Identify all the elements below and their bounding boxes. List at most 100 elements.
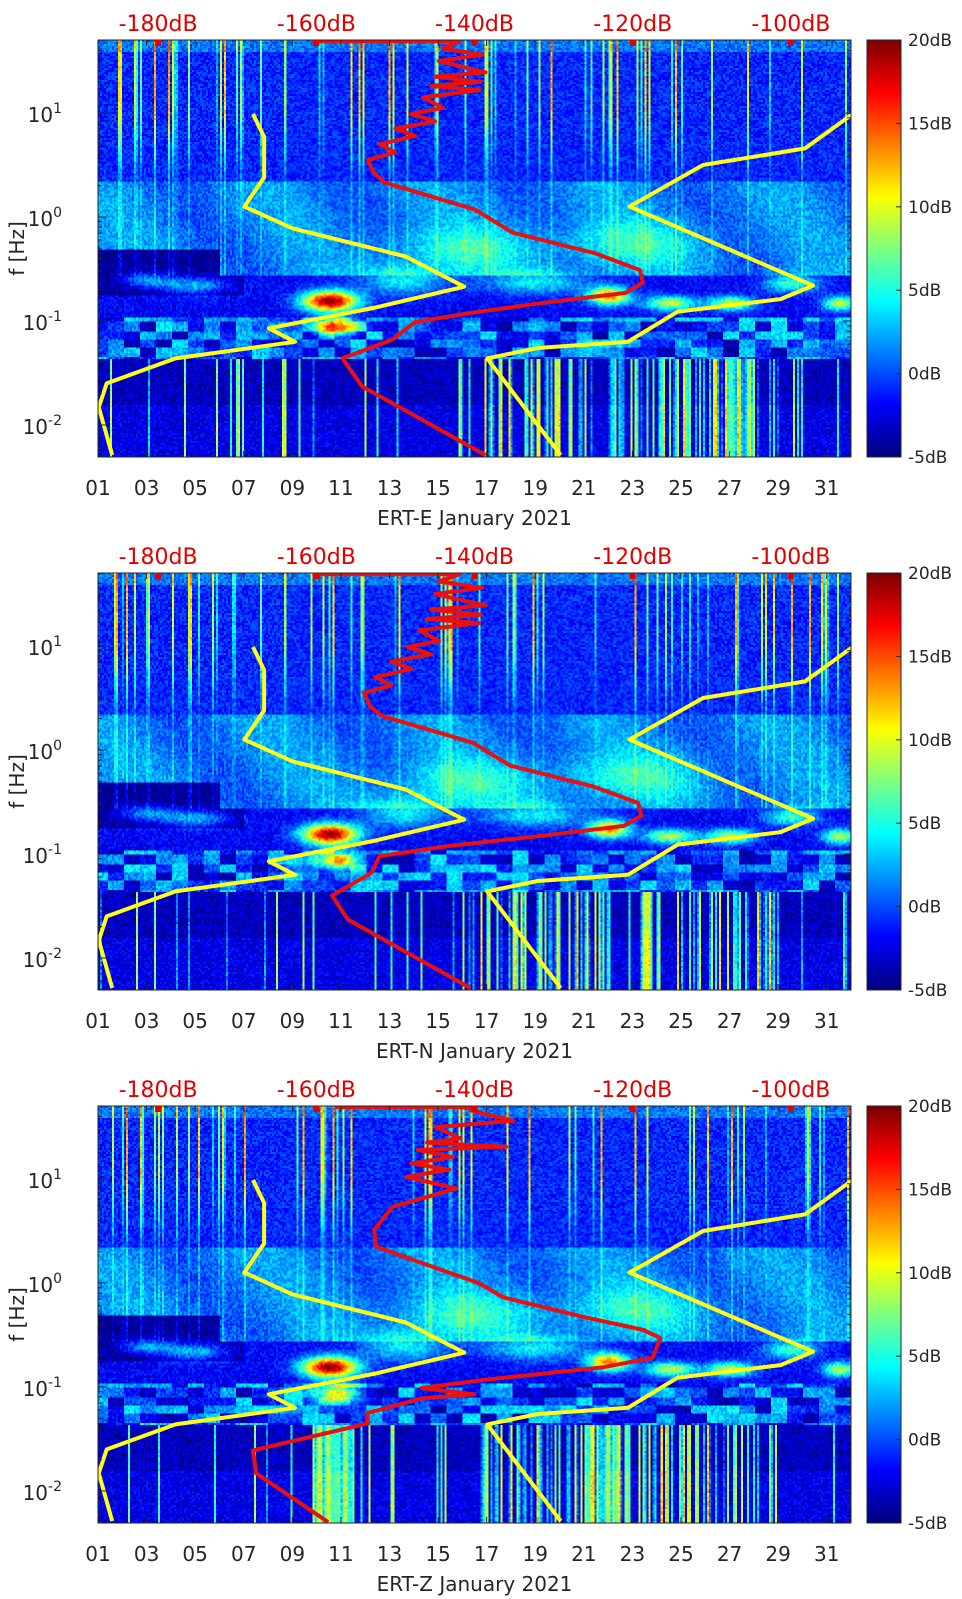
y-tick-exponent: 1 <box>53 101 62 117</box>
x-tick-label: 09 <box>280 1542 305 1566</box>
x-tick-label: 09 <box>280 476 305 500</box>
y-tick-label: 100 <box>28 1271 62 1297</box>
series-lines <box>98 40 851 457</box>
colorbar-tick-label: 15dB <box>908 1180 952 1200</box>
y-tick-exponent: -2 <box>48 413 62 429</box>
x-tick-label: 25 <box>668 1542 693 1566</box>
top-db-tick-label: -100dB <box>751 12 830 37</box>
x-tick-label: 11 <box>328 476 353 500</box>
colorbar-frame <box>866 39 902 458</box>
x-tick-label: 31 <box>814 1009 839 1033</box>
x-tick-label: 11 <box>328 1009 353 1033</box>
x-tick-label: 27 <box>717 476 742 500</box>
x-tick-label: 05 <box>182 1542 207 1566</box>
y-axis-label: f [Hz] <box>5 221 29 276</box>
db-marker <box>471 1106 478 1112</box>
y-axis-label: f [Hz] <box>5 754 29 809</box>
y-tick-base: 10 <box>28 103 53 127</box>
colorbar-tick-label: -5dB <box>908 981 947 1001</box>
colorbar-tick-label: 5dB <box>908 814 941 834</box>
x-tick-label: 15 <box>425 476 450 500</box>
y-tick-label: 10-2 <box>23 1479 62 1505</box>
y-tick-label: 101 <box>28 1167 62 1193</box>
y-tick-label: 10-2 <box>23 413 62 439</box>
top-db-tick-label: -120dB <box>593 12 672 37</box>
y-tick-base: 10 <box>23 1377 48 1401</box>
x-tick-label: 01 <box>85 1009 110 1033</box>
db-marker <box>471 573 478 579</box>
x-tick-label: 07 <box>231 1542 256 1566</box>
y-tick-label: 10-1 <box>23 309 62 335</box>
db-marker <box>787 40 794 46</box>
db-marker <box>787 573 794 579</box>
db-marker <box>313 40 320 46</box>
colorbar-frame <box>866 572 902 991</box>
colorbar-ert-n <box>867 573 901 990</box>
y-tick-exponent: 0 <box>53 1271 62 1287</box>
y-tick-label: 10-2 <box>23 946 62 972</box>
y-tick-exponent: 1 <box>53 634 62 650</box>
x-tick-label: 19 <box>522 1009 547 1033</box>
db-marker <box>313 1106 320 1112</box>
x-tick-label: 15 <box>425 1542 450 1566</box>
colorbar-tick-label: 0dB <box>908 898 941 918</box>
y-tick-base: 10 <box>28 740 53 764</box>
top-db-tick-label: -140dB <box>435 545 514 570</box>
x-tick-label: 05 <box>182 476 207 500</box>
top-db-tick-label: -180dB <box>119 545 198 570</box>
top-db-tick-label: -160dB <box>277 545 356 570</box>
colorbar-tick-label: 0dB <box>908 365 941 385</box>
x-tick-label: 29 <box>765 476 790 500</box>
plot-frame <box>97 39 852 458</box>
top-db-tick-label: -180dB <box>119 1078 198 1103</box>
x-tick-label: 13 <box>377 1542 402 1566</box>
x-tick-label: 09 <box>280 1009 305 1033</box>
db-marker <box>787 1106 794 1112</box>
colorbar-tick-label: -5dB <box>908 448 947 468</box>
db-marker <box>155 573 162 579</box>
series-high-noise-model <box>485 645 851 990</box>
series-high-noise-model <box>485 112 851 457</box>
x-tick-label: 11 <box>328 1542 353 1566</box>
y-tick-exponent: 0 <box>53 738 62 754</box>
x-tick-label: 23 <box>620 476 645 500</box>
y-tick-exponent: -2 <box>48 946 62 962</box>
x-tick-label: 17 <box>474 476 499 500</box>
colorbar-tick-label: 5dB <box>908 281 941 301</box>
y-tick-base: 10 <box>23 1481 48 1505</box>
colorbar-tick-label: -5dB <box>908 1514 947 1534</box>
top-db-tick-label: -120dB <box>593 1078 672 1103</box>
colorbar-frame <box>866 1105 902 1524</box>
x-tick-label: 23 <box>620 1542 645 1566</box>
y-tick-base: 10 <box>23 948 48 972</box>
x-axis-label: ERT-Z January 2021 <box>377 1572 573 1596</box>
y-tick-exponent: 0 <box>53 205 62 221</box>
db-marker <box>629 40 636 46</box>
y-tick-exponent: -1 <box>48 309 62 325</box>
colorbar-tick-label: 5dB <box>908 1347 941 1367</box>
y-tick-label: 100 <box>28 738 62 764</box>
y-tick-label: 10-1 <box>23 1375 62 1401</box>
colorbar-tick-label: 0dB <box>908 1431 941 1451</box>
x-tick-label: 23 <box>620 1009 645 1033</box>
x-tick-label: 03 <box>134 1009 159 1033</box>
series-station-psd <box>251 1106 663 1523</box>
colorbar-tick-label: 10dB <box>908 1264 952 1284</box>
y-tick-base: 10 <box>28 1273 53 1297</box>
y-tick-base: 10 <box>23 844 48 868</box>
y-tick-base: 10 <box>23 415 48 439</box>
x-tick-label: 19 <box>522 476 547 500</box>
x-tick-label: 25 <box>668 476 693 500</box>
x-tick-label: 01 <box>85 476 110 500</box>
series-low-noise-model <box>98 113 467 456</box>
top-db-tick-label: -140dB <box>435 1078 514 1103</box>
y-tick-label: 101 <box>28 101 62 127</box>
db-marker <box>629 1106 636 1112</box>
x-tick-label: 31 <box>814 1542 839 1566</box>
x-tick-label: 17 <box>474 1009 499 1033</box>
y-tick-label: 101 <box>28 634 62 660</box>
x-tick-label: 21 <box>571 476 596 500</box>
series-lines <box>98 1106 851 1523</box>
series-station-psd <box>312 40 645 457</box>
